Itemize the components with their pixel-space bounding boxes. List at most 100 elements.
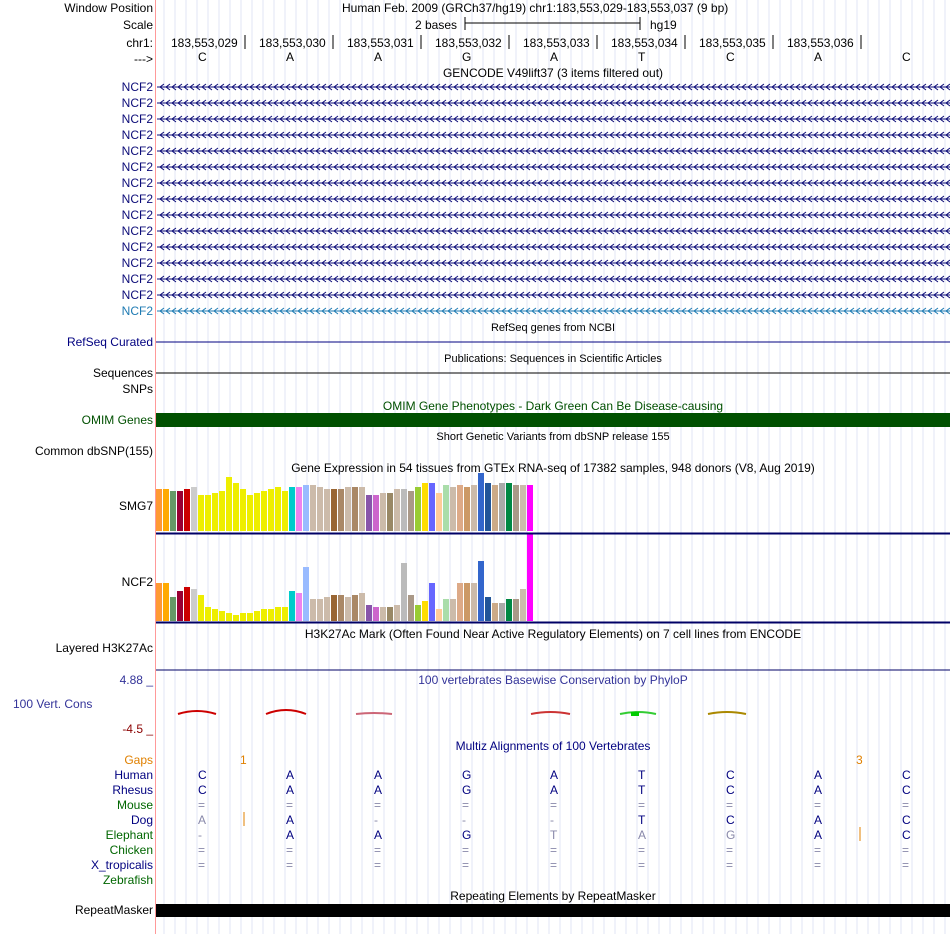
gtex-tissue-bar <box>324 489 330 531</box>
phylop-label[interactable]: 100 Vert. Cons <box>13 697 93 711</box>
publications-title: Publications: Sequences in Scientific Ar… <box>444 353 662 365</box>
gencode-gene-label[interactable]: NCF2 <box>121 272 153 286</box>
coordinate-label: 183,553,035 <box>699 36 766 50</box>
gtex-tissue-bar <box>156 489 162 531</box>
aligned-base: = <box>462 858 470 872</box>
gencode-gene-label[interactable]: NCF2 <box>121 304 153 318</box>
species-label[interactable]: Dog <box>130 813 153 827</box>
phylop-conservation-mark <box>707 711 747 715</box>
gtex-tissue-bar <box>184 489 190 531</box>
gtex-tissue-bar <box>212 493 218 531</box>
gencode-gene-label[interactable]: NCF2 <box>121 112 153 126</box>
aligned-base: - <box>550 813 554 827</box>
repeatmasker-label[interactable]: RepeatMasker <box>74 903 153 917</box>
gtex-tissue-bar <box>415 605 421 621</box>
gtex-tissue-bar <box>163 583 169 621</box>
gtex-tissue-bar <box>268 609 274 621</box>
gtex-tissue-bar <box>191 589 197 621</box>
gtex-tissue-bar <box>429 583 435 621</box>
phylop-min-label: -4.5 _ <box>122 722 153 736</box>
coordinate-label: 183,553,031 <box>347 36 414 50</box>
strand-arrows <box>159 307 950 315</box>
window-position-value: Human Feb. 2009 (GRCh37/hg19) chr1:183,5… <box>342 1 729 15</box>
species-label[interactable]: X_tropicalis <box>90 858 153 872</box>
gencode-gene-label[interactable]: NCF2 <box>121 176 153 190</box>
phylop-conservation-mark <box>631 712 639 716</box>
phylop-conservation-mark <box>177 710 217 715</box>
aligned-base: = <box>902 858 910 872</box>
aligned-base: C <box>902 813 911 827</box>
gtex-tissue-bar <box>345 487 351 531</box>
aligned-base: A <box>638 828 647 842</box>
repeatmasker-title: Repeating Elements by RepeatMasker <box>450 889 656 903</box>
base-letter: A <box>374 50 383 64</box>
base-letter: C <box>902 50 911 64</box>
gtex-tissue-bar <box>457 485 463 531</box>
gtex-tissue-bar <box>296 593 302 621</box>
species-label[interactable]: Human <box>114 768 153 782</box>
h3k27ac-label[interactable]: Layered H3K27Ac <box>55 641 153 655</box>
gencode-gene-label[interactable]: NCF2 <box>121 240 153 254</box>
gencode-gene-label[interactable]: NCF2 <box>121 144 153 158</box>
strand-arrows <box>159 211 950 219</box>
aligned-base: = <box>374 798 382 812</box>
gtex-tissue-bar <box>331 595 337 621</box>
strand-arrows <box>159 195 950 203</box>
gtex-tissue-bar <box>254 493 260 531</box>
species-label[interactable]: Rhesus <box>112 783 153 797</box>
strand-arrows <box>159 275 950 283</box>
gencode-gene-label[interactable]: NCF2 <box>121 256 153 270</box>
aligned-base: = <box>638 858 646 872</box>
species-label[interactable]: Zebrafish <box>102 873 153 887</box>
gtex-tissue-bar <box>240 613 246 621</box>
gtex-tissue-bar <box>450 487 456 531</box>
gencode-gene-label[interactable]: NCF2 <box>121 192 153 206</box>
omim-label[interactable]: OMIM Genes <box>81 413 153 427</box>
gtex-tissue-bar <box>359 487 365 531</box>
gtex-tissue-bar <box>499 603 505 621</box>
gencode-gene-label[interactable]: NCF2 <box>121 128 153 142</box>
gencode-gene-label[interactable]: NCF2 <box>121 208 153 222</box>
gtex-tissue-bar <box>443 485 449 531</box>
repeatmasker-feature-bar[interactable] <box>156 904 950 917</box>
aligned-base: = <box>198 843 206 857</box>
gtex-tissue-bar <box>478 561 484 621</box>
gtex-tissue-bar <box>289 487 295 531</box>
aligned-base: = <box>374 858 382 872</box>
gtex-tissue-bar <box>254 611 260 621</box>
scale-assembly: hg19 <box>650 18 677 32</box>
aligned-base: = <box>198 858 206 872</box>
gtex-label-ncf2[interactable]: NCF2 <box>121 575 153 589</box>
gtex-tissue-bar <box>471 485 477 531</box>
gencode-gene-label[interactable]: NCF2 <box>121 288 153 302</box>
species-label[interactable]: Elephant <box>105 828 153 842</box>
scale-text: 2 bases <box>415 18 458 32</box>
gtex-tissue-bar <box>170 491 176 531</box>
publications-label-snps[interactable]: SNPs <box>122 382 153 396</box>
gencode-gene-label[interactable]: NCF2 <box>121 224 153 238</box>
dbsnp-label[interactable]: Common dbSNP(155) <box>34 444 153 458</box>
gtex-tissue-bar <box>177 491 183 531</box>
strand-arrows <box>159 179 950 187</box>
omim-feature-bar[interactable] <box>156 413 950 427</box>
aligned-base: C <box>902 828 911 842</box>
gtex-label-smg7[interactable]: SMG7 <box>118 499 153 513</box>
species-label[interactable]: Mouse <box>116 798 153 812</box>
aligned-base: = <box>286 843 294 857</box>
gencode-gene-label[interactable]: NCF2 <box>121 160 153 174</box>
coordinate-label: 183,553,029 <box>171 36 238 50</box>
gencode-gene-label[interactable]: NCF2 <box>121 96 153 110</box>
species-label[interactable]: Chicken <box>109 843 153 857</box>
refseq-title: RefSeq genes from NCBI <box>490 322 616 334</box>
gtex-tissue-bar <box>338 595 344 621</box>
refseq-label[interactable]: RefSeq Curated <box>66 335 153 349</box>
aligned-base: = <box>902 843 910 857</box>
base-letter: C <box>726 50 735 64</box>
strand-arrows <box>159 291 950 299</box>
gtex-tissue-bar <box>373 495 379 531</box>
aligned-base: = <box>726 843 734 857</box>
gencode-gene-label[interactable]: NCF2 <box>121 80 153 94</box>
gtex-tissue-bar <box>408 595 414 621</box>
publications-label-sequences[interactable]: Sequences <box>92 366 153 380</box>
